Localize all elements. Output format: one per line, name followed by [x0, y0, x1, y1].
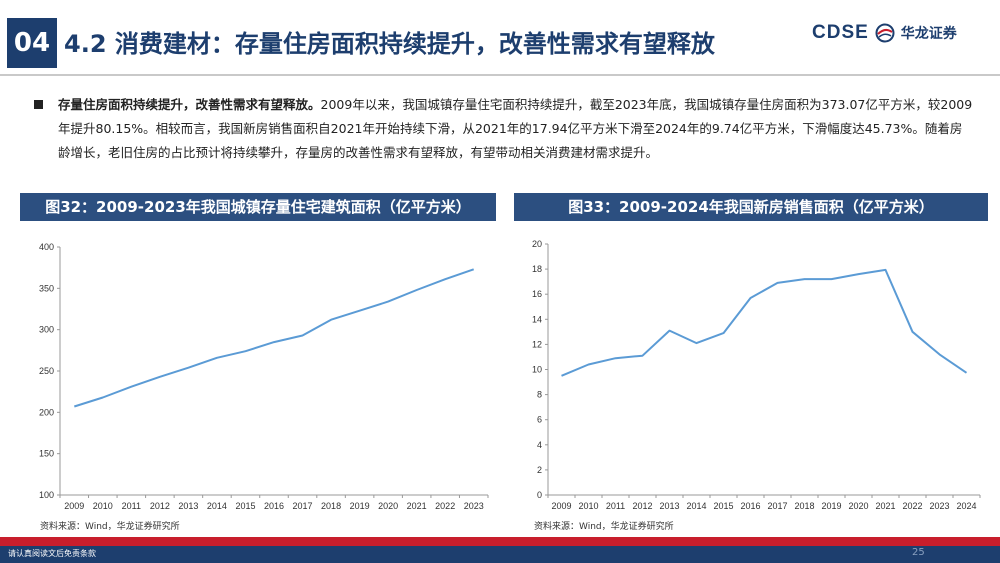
chart2-source: 资料来源：Wind，华龙证券研究所 — [534, 522, 674, 532]
chart2-y-tick-label: 20 — [532, 239, 542, 249]
logo-text: CDSE — [812, 22, 869, 43]
chart1-x-tick-label: 2011 — [122, 501, 141, 511]
chart2-x-tick-label: 2010 — [578, 501, 598, 511]
chart2-x-tick-label: 2020 — [848, 501, 868, 511]
header-divider — [0, 74, 1000, 76]
chart1-stock-housing-area: 100 150 200 250 300 350 400 2009 2010 2011 2012 201… — [39, 242, 489, 511]
chart2-y-tick-label: 18 — [532, 264, 542, 274]
chart2-y-tick-label: 12 — [532, 339, 542, 349]
chart1-y-tick-label: 300 — [39, 325, 54, 335]
chart2-y-tick-label: 8 — [537, 390, 542, 400]
chart1-x-tick-label: 2009 — [64, 501, 84, 511]
chart1-title: 图32：2009-2023年我国城镇存量住宅建筑面积（亿平方米） — [20, 193, 496, 221]
chart2-y-tick-label: 10 — [532, 365, 542, 375]
chart2-y-tick-label: 6 — [537, 415, 542, 425]
chart1-x-tick-label: 2016 — [264, 501, 284, 511]
chart2-x-tick-label: 2015 — [713, 501, 733, 511]
chart2-x-tick-label: 2011 — [606, 501, 625, 511]
chart2-x-tick-label: 2023 — [929, 501, 949, 511]
bullet-body: 存量住房面积持续提升，改善性需求有望释放。2009年以来，我国城镇存量住宅面积持… — [58, 93, 974, 165]
chart1-x-tick-label: 2021 — [407, 501, 427, 511]
chart2-series-line — [561, 268, 968, 377]
chart1-source: 资料来源：Wind，华龙证券研究所 — [40, 522, 180, 532]
chart1-series-line — [73, 268, 475, 408]
chart1-x-tick-label: 2014 — [207, 501, 227, 511]
chart1-y-tick-label: 250 — [39, 366, 54, 376]
footer-disclaimer: 请认真阅读文后免责条款 — [8, 549, 96, 558]
chart2-x-tick-label: 2018 — [794, 501, 814, 511]
page-number: 25 — [912, 547, 925, 558]
page-title: 4.2 消费建材：存量住房面积持续提升，改善性需求有望释放 — [64, 30, 715, 58]
chart1-x-tick-label: 2012 — [150, 501, 170, 511]
chart2-x-tick-label: 2012 — [632, 501, 652, 511]
chart2-x-tick-label: 2014 — [686, 501, 706, 511]
chart2-x-tick-label: 2013 — [659, 501, 679, 511]
chart2-x-tick-label: 2022 — [902, 501, 922, 511]
chart1-y-tick-label: 100 — [39, 490, 54, 500]
chart2-title: 图33：2009-2024年我国新房销售面积（亿平方米） — [514, 193, 988, 221]
chart1-y-tick-label: 200 — [39, 407, 54, 417]
footer-red-bar — [0, 537, 1000, 546]
bullet-text: 2009年以来，我国城镇存量住宅面积持续提升，截至2023年底，我国城镇存量住房… — [58, 97, 973, 160]
dragon-globe-icon — [875, 23, 895, 43]
logo-chinese-name: 华龙证券 — [900, 26, 957, 42]
page-footer: 请认真阅读文后免责条款 25 — [0, 546, 1000, 563]
chart2-y-tick-label: 0 — [537, 490, 542, 500]
bullet-paragraph: 存量住房面积持续提升，改善性需求有望释放。2009年以来，我国城镇存量住宅面积持… — [34, 93, 974, 165]
chart2-y-tick-label: 2 — [537, 465, 542, 475]
chart2-x-tick-label: 2019 — [821, 501, 841, 511]
chart1-x-tick-label: 2010 — [93, 501, 113, 511]
chart1-y-tick-label: 350 — [39, 283, 54, 293]
chart1-x-tick-label: 2015 — [235, 501, 255, 511]
chart2-new-housing-sales: 0 2 4 6 8 10 12 14 16 18 20 2009 2010 2011 2012 2013 201… — [532, 239, 981, 511]
chart1-x-tick-label: 2013 — [178, 501, 198, 511]
section-number: 04 — [7, 18, 57, 68]
chart2-y-tick-label: 4 — [537, 440, 542, 450]
page-header: 04 4.2 消费建材：存量住房面积持续提升，改善性需求有望释放 CDSE 华龙… — [0, 0, 1000, 78]
chart1-x-tick-label: 2020 — [378, 501, 398, 511]
chart2-x-tick-label: 2017 — [767, 501, 787, 511]
bullet-lead: 存量住房面积持续提升，改善性需求有望释放。 — [58, 97, 321, 112]
chart1-x-tick-label: 2018 — [321, 501, 341, 511]
chart1-x-tick-label: 2022 — [435, 501, 455, 511]
chart1-x-tick-label: 2023 — [464, 501, 484, 511]
chart2-x-tick-label: 2009 — [551, 501, 571, 511]
chart2-y-tick-label: 14 — [532, 314, 542, 324]
chart1-x-tick-label: 2017 — [293, 501, 313, 511]
chart2-x-tick-label: 2016 — [740, 501, 760, 511]
chart1-x-tick-label: 2019 — [350, 501, 370, 511]
chart2-x-tick-label: 2024 — [956, 501, 976, 511]
chart2-y-tick-label: 16 — [532, 289, 542, 299]
chart1-y-tick-label: 150 — [39, 449, 54, 459]
chart1-y-tick-label: 400 — [39, 242, 54, 252]
chart2-x-tick-label: 2021 — [875, 501, 895, 511]
company-logo: CDSE 华龙证券 — [812, 18, 957, 48]
bullet-square-icon — [34, 100, 43, 109]
